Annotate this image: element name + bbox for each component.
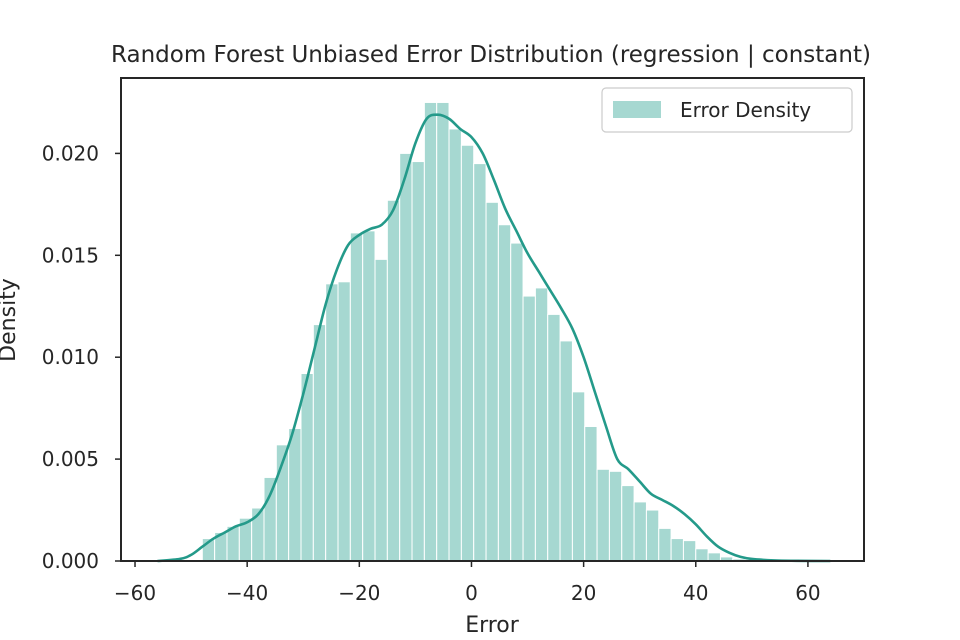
y-axis-label: Density	[0, 278, 21, 362]
x-tick-label: −60	[114, 581, 156, 605]
y-tick-label: 0.010	[42, 345, 99, 369]
histogram-bar	[645, 509, 660, 562]
histogram-bar	[682, 540, 697, 562]
kde-line	[157, 113, 831, 563]
chart-title: Random Forest Unbiased Error Distributio…	[111, 42, 871, 68]
legend-swatch	[613, 101, 661, 118]
y-tick-label: 0.015	[42, 243, 99, 267]
histogram-bar	[608, 470, 623, 562]
x-axis-ticks: −60 −40 −20 0 20 40 60	[114, 561, 821, 605]
histogram-bar	[448, 128, 462, 562]
x-tick-label: 20	[571, 581, 596, 605]
x-tick-label: 0	[465, 581, 478, 605]
x-tick-label: −20	[338, 581, 380, 605]
histogram-bar	[436, 101, 450, 562]
histogram-bar	[695, 548, 709, 562]
histogram-bar	[362, 230, 376, 562]
histogram-bar	[497, 224, 512, 562]
histogram-bar	[621, 485, 635, 562]
histogram-bar	[288, 428, 302, 562]
histogram-bar	[263, 476, 277, 562]
histogram-bar	[473, 163, 487, 562]
histogram-bar	[571, 391, 586, 562]
x-tick-label: −40	[226, 581, 268, 605]
histogram-bars	[201, 101, 746, 562]
legend: Error Density	[601, 87, 853, 133]
histogram-bar	[374, 258, 388, 562]
histogram-bar	[584, 425, 598, 562]
histogram-bar	[547, 313, 561, 562]
histogram-bar	[510, 242, 524, 562]
histogram-bar	[485, 201, 499, 562]
histogram-bar	[411, 161, 425, 562]
histogram-bar	[460, 144, 475, 562]
histogram-bar	[633, 501, 647, 562]
y-tick-label: 0.020	[42, 141, 99, 165]
plot-frame	[120, 77, 865, 562]
histogram-bar	[658, 527, 672, 562]
histogram-bar	[300, 373, 314, 562]
histogram-bar	[325, 283, 339, 562]
histogram-bar	[337, 281, 351, 562]
histogram-bar	[349, 232, 364, 562]
histogram-bar	[386, 199, 401, 562]
histogram-bar	[596, 468, 610, 562]
y-axis-ticks: 0.000 0.005 0.010 0.015 0.020	[42, 141, 121, 573]
histogram-bar	[534, 287, 549, 562]
legend-box	[601, 87, 853, 133]
y-tick-label: 0.000	[42, 549, 99, 573]
y-tick-label: 0.005	[42, 447, 99, 471]
histogram-bar	[559, 340, 573, 562]
x-axis-label: Error	[465, 613, 520, 638]
histogram-bar	[707, 552, 721, 562]
histogram-bar	[399, 152, 413, 562]
histogram-bar	[522, 295, 536, 562]
histogram-bar	[423, 101, 438, 562]
legend-label: Error Density	[680, 98, 811, 122]
histogram-bar	[670, 538, 684, 562]
x-tick-label: 40	[683, 581, 708, 605]
x-tick-label: 60	[795, 581, 820, 605]
histogram-bar	[312, 324, 327, 562]
